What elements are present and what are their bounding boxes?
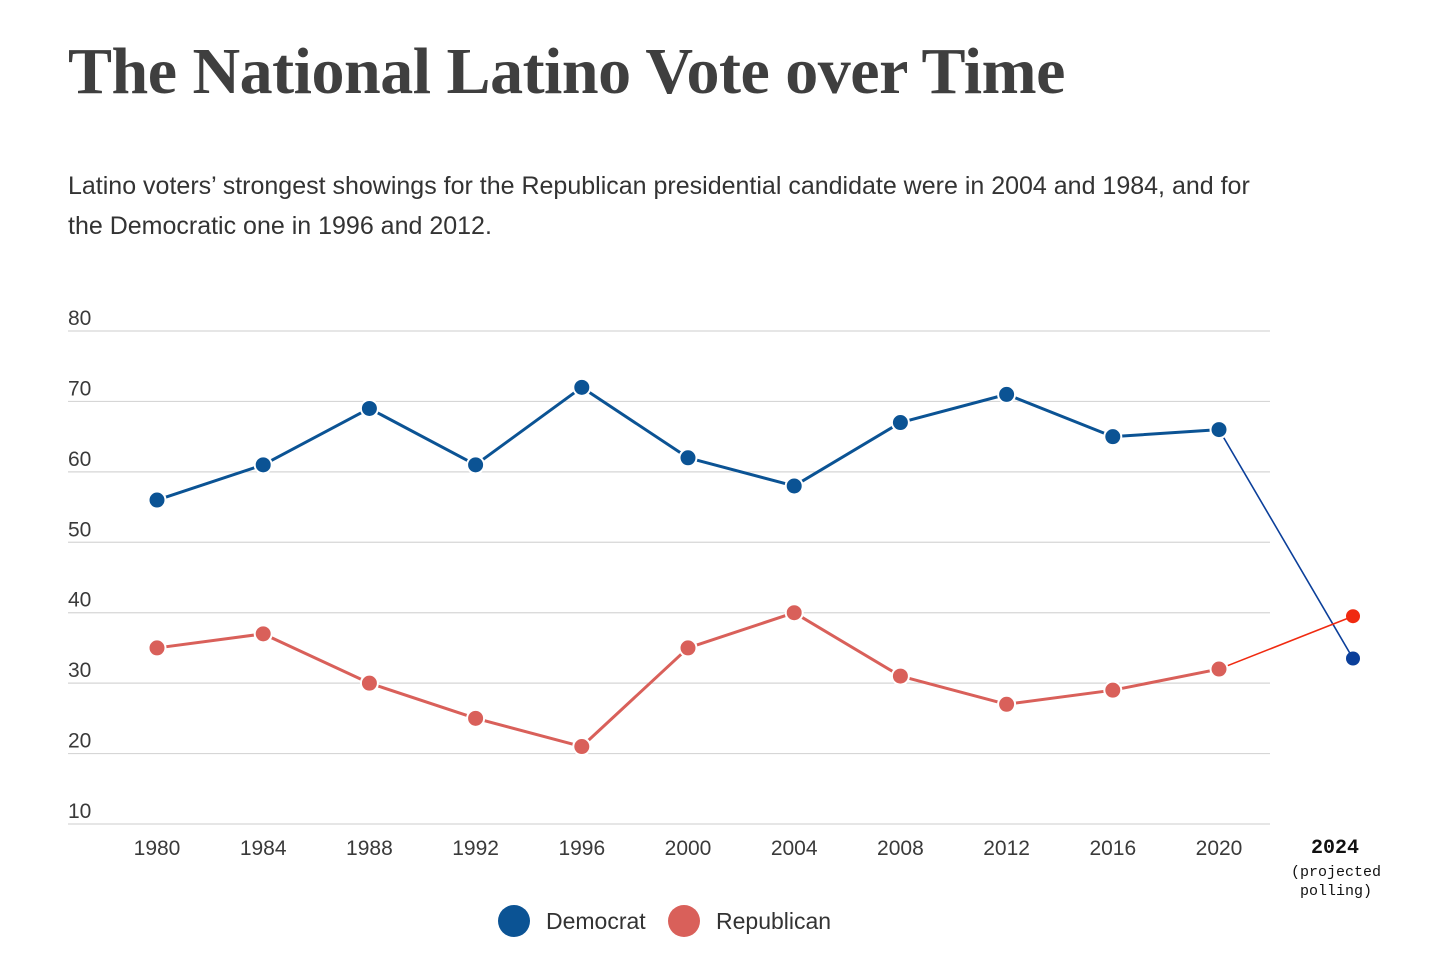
democrat-legend-swatch <box>498 905 530 937</box>
democrat-line <box>156 385 1220 502</box>
x-tick-label-projected: 2024 <box>1311 837 1359 860</box>
projected-note: polling) <box>1300 883 1372 900</box>
y-tick-label: 40 <box>68 589 91 612</box>
x-tick-label: 2012 <box>983 837 1030 860</box>
legend: Democrat Republican <box>498 905 831 937</box>
democrat-point-projected <box>1346 651 1360 666</box>
republican-point-projected <box>1346 609 1360 624</box>
republican-legend-label: Republican <box>716 908 831 934</box>
gridlines <box>68 330 1270 825</box>
democrat-point-2020 <box>1209 420 1229 440</box>
republican-projection-line <box>1218 615 1354 670</box>
x-tick-label: 1992 <box>452 837 499 860</box>
republican-point-1996 <box>572 737 592 757</box>
y-tick-label: 80 <box>68 307 91 330</box>
projected-note: (projected <box>1291 864 1381 881</box>
republican-point-1980 <box>147 638 167 658</box>
y-tick-label: 30 <box>68 659 91 682</box>
republican-point-1992 <box>466 708 486 728</box>
republican-point-2012 <box>997 694 1017 714</box>
x-tick-label: 2004 <box>771 837 818 860</box>
series-points <box>147 377 1360 757</box>
democrat-point-2012 <box>997 384 1017 404</box>
democrat-point-2008 <box>890 413 910 433</box>
democrat-point-1984 <box>253 455 273 475</box>
democrat-point-1988 <box>359 398 379 418</box>
republican-legend-swatch <box>668 905 700 937</box>
x-tick-label: 1996 <box>558 837 605 860</box>
x-tick-label: 1984 <box>240 837 287 860</box>
series-lines <box>156 385 1354 749</box>
republican-point-1988 <box>359 673 379 693</box>
democrat-point-2004 <box>784 476 804 496</box>
x-tick-label: 2016 <box>1089 837 1136 860</box>
republican-point-2008 <box>890 666 910 686</box>
chart-title: The National Latino Vote over Time <box>68 35 1065 108</box>
democrat-point-1980 <box>147 490 167 510</box>
democrat-point-2000 <box>678 448 698 468</box>
y-tick-label: 70 <box>68 377 91 400</box>
democrat-point-1996 <box>572 377 592 397</box>
republican-point-1984 <box>253 624 273 644</box>
x-tick-label: 1980 <box>134 837 181 860</box>
x-tick-label: 1988 <box>346 837 393 860</box>
chart-subtitle: Latino voters’ strongest showings for th… <box>68 172 1250 240</box>
republican-point-2020 <box>1209 659 1229 679</box>
democrat-point-1992 <box>466 455 486 475</box>
y-tick-label: 10 <box>68 800 91 823</box>
republican-point-2004 <box>784 603 804 623</box>
x-tick-label: 2000 <box>665 837 712 860</box>
x-axis-ticks: 1980 1984 1988 1992 1996 2000 2004 2008 2012 2016… <box>134 837 1381 900</box>
republican-point-2000 <box>678 638 698 658</box>
democrat-legend-label: Democrat <box>546 908 646 934</box>
y-tick-label: 60 <box>68 448 91 471</box>
republican-line <box>156 611 1220 749</box>
y-axis-ticks: 10 20 30 40 50 60 70 80 <box>68 307 91 823</box>
x-tick-label: 2008 <box>877 837 924 860</box>
democrat-projection-line <box>1218 429 1354 659</box>
republican-point-2016 <box>1103 680 1123 700</box>
x-tick-label: 2020 <box>1196 837 1243 860</box>
y-tick-label: 20 <box>68 730 91 753</box>
y-tick-label: 50 <box>68 518 91 541</box>
democrat-point-2016 <box>1103 427 1123 447</box>
